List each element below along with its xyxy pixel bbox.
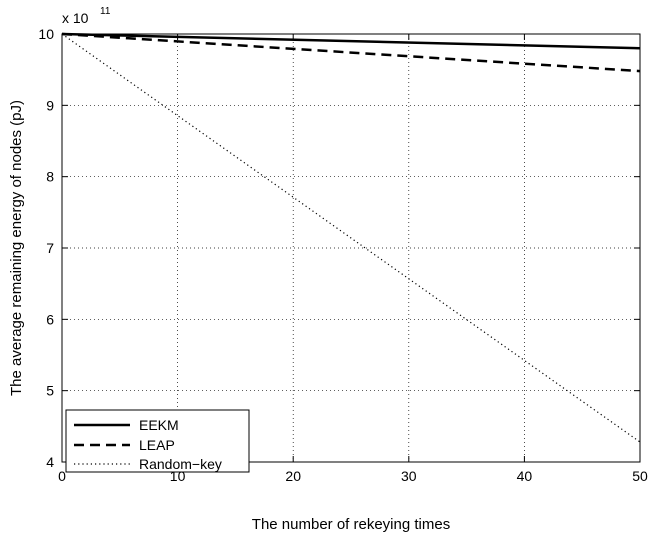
- x-tick-label: 20: [285, 468, 301, 484]
- x-tick-label: 30: [401, 468, 417, 484]
- legend-label-leap: LEAP: [139, 437, 175, 453]
- legend-box: [65, 409, 250, 473]
- x-tick-label: 40: [517, 468, 533, 484]
- series-line-eekm: [61, 32, 641, 50]
- legend: EEKM LEAP Random−key: [65, 409, 250, 473]
- series-line-random-key: [61, 33, 641, 443]
- x-tick-label: 0: [58, 468, 66, 484]
- y-multiplier-base: x 10: [62, 10, 89, 26]
- y-tick-label: 4: [46, 454, 54, 470]
- legend-label-eekm: EEKM: [139, 417, 179, 433]
- series-line-leap: [61, 32, 641, 73]
- x-tick-label: 50: [632, 468, 648, 484]
- y-tick-label: 5: [46, 383, 54, 399]
- grid-lines: [62, 34, 640, 462]
- y-multiplier-exponent: 11: [100, 6, 111, 17]
- y-axis-label: The average remaining energy of nodes (p…: [8, 100, 25, 396]
- y-tick-label: 7: [46, 240, 54, 256]
- y-tick-label: 10: [38, 26, 54, 42]
- x-axis-label: The number of rekeying times: [252, 516, 450, 533]
- series-lines: [61, 32, 641, 443]
- y-tick-label: 6: [46, 311, 54, 327]
- y-tick-label: 9: [46, 97, 54, 113]
- y-tick-label: 8: [46, 169, 54, 185]
- legend-label-random-key: Random−key: [139, 456, 222, 472]
